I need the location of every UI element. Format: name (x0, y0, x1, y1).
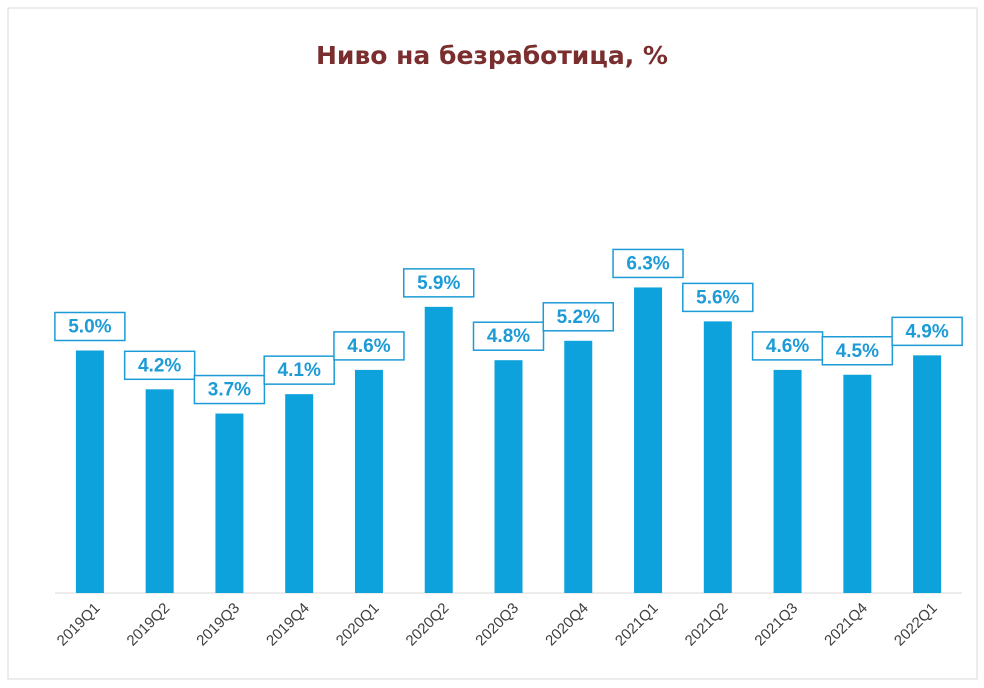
bar (75, 350, 104, 593)
value-label-box (682, 282, 754, 313)
value-label: 4.8% (487, 326, 530, 347)
bar (424, 306, 453, 593)
value-label-box (333, 331, 405, 361)
value-label: 4.9% (905, 321, 948, 342)
value-label: 3.7% (208, 380, 251, 401)
chart-title: Ниво на безработица, % (316, 41, 668, 70)
bar (773, 369, 802, 593)
value-label-box (472, 321, 545, 351)
value-label-box (54, 311, 126, 342)
value-label: 4.1% (278, 360, 321, 381)
value-label-box (891, 316, 963, 347)
bar (564, 340, 593, 593)
value-label-box (123, 350, 196, 381)
value-label: 4.2% (138, 355, 181, 376)
value-label: 4.6% (347, 336, 390, 357)
bar (285, 394, 314, 593)
value-label: 5.2% (557, 307, 600, 328)
bar (913, 355, 942, 593)
bar (494, 360, 523, 593)
value-label-box (263, 355, 335, 385)
value-label-box (402, 268, 475, 298)
bar (215, 413, 244, 593)
value-label: 6.3% (626, 253, 669, 274)
value-label-box (751, 331, 824, 361)
value-label: 5.6% (696, 287, 739, 308)
value-label: 4.6% (766, 336, 809, 357)
bar (145, 389, 174, 593)
bar (843, 374, 872, 593)
value-label: 4.5% (836, 341, 879, 362)
value-label: 5.9% (417, 273, 460, 294)
bar (703, 321, 732, 593)
value-label: 5.0% (68, 317, 111, 338)
value-label-box (612, 248, 684, 279)
value-label-box (193, 374, 266, 405)
value-label-box (542, 302, 615, 332)
value-label-box (821, 336, 894, 366)
bar (634, 287, 663, 593)
bar (354, 369, 383, 593)
